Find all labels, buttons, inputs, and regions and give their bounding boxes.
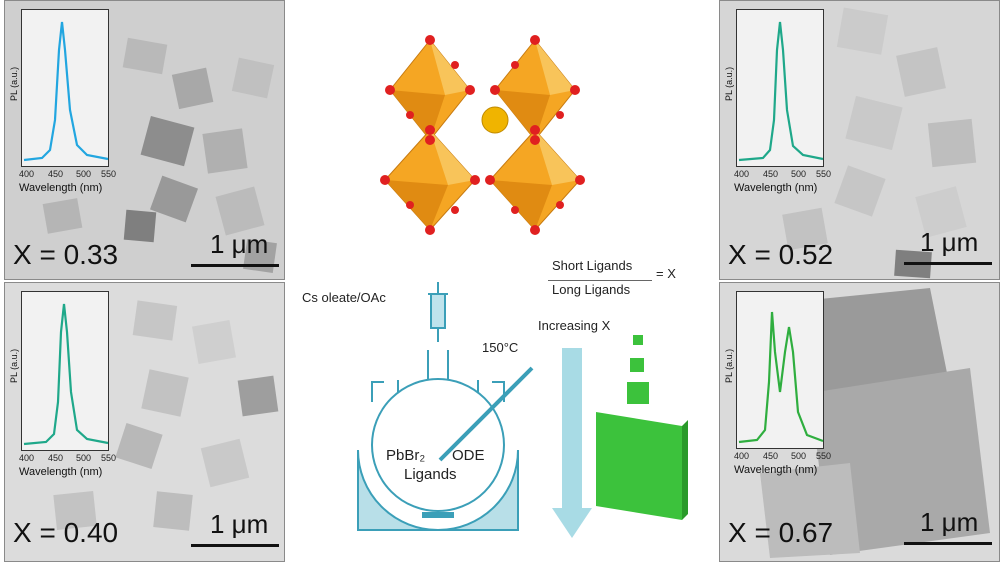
increasing-x-arrow — [552, 348, 592, 538]
pl-spectrum-inset — [736, 9, 824, 167]
scale-bar — [904, 542, 992, 545]
tick-label: 450 — [48, 453, 64, 463]
wavelength-axis-label: Wavelength (nm) — [19, 466, 103, 478]
round-bottom-flask — [371, 350, 505, 512]
syringe-icon — [428, 282, 448, 342]
tem-panel-top-right: PL (a.u.) 400 450 500 550 Wavelength (nm… — [719, 0, 1000, 280]
flask-contents-ode: ODE — [452, 447, 485, 464]
x-ratio-label: X = 0.40 — [13, 517, 119, 548]
tem-image-background — [720, 283, 999, 561]
scale-bar — [191, 264, 279, 267]
temperature-label: 150°C — [482, 340, 519, 355]
pl-spectrum-plot — [23, 303, 109, 446]
thermometer-icon — [438, 366, 534, 462]
nanosheet-sequence — [596, 335, 688, 520]
flask-contents-pbbr2: PbBr₂ — [386, 447, 426, 464]
x-ratio-label: X = 0.52 — [728, 239, 834, 270]
tem-panel-top-left: PL (a.u.) 400 450 500 550 Wavelength (nm… — [4, 0, 285, 280]
tick-label: 450 — [763, 169, 779, 179]
synthesis-scheme — [357, 280, 688, 538]
precursor-label: Cs oleate/OAc — [302, 290, 386, 305]
ratio-denominator: Long Ligands — [552, 282, 631, 297]
ratio-result: = X — [656, 266, 676, 281]
pl-axis-label: PL (a.u.) — [724, 66, 734, 101]
tick-label: 500 — [76, 453, 92, 463]
tick-label: 450 — [48, 169, 64, 179]
pl-spectrum-plot — [738, 311, 824, 444]
tick-label: 500 — [76, 169, 92, 179]
wavelength-axis-label: Wavelength (nm) — [19, 182, 103, 194]
pl-spectrum-inset — [21, 9, 109, 167]
x-ratio-label: X = 0.33 — [13, 239, 119, 270]
scale-bar-label: 1 μm — [920, 507, 979, 537]
scale-bar-label: 1 μm — [210, 509, 269, 539]
tick-label: 550 — [816, 169, 832, 179]
tick-label: 550 — [816, 451, 832, 461]
heating-bath — [357, 449, 519, 531]
tick-label: 400 — [734, 169, 750, 179]
ratio-numerator: Short Ligands — [552, 258, 633, 273]
tick-label: 550 — [101, 453, 117, 463]
increasing-x-label: Increasing X — [538, 318, 611, 333]
x-ratio-label: X = 0.67 — [728, 517, 834, 548]
tick-label: 400 — [19, 453, 35, 463]
scale-bar-label: 1 μm — [920, 227, 979, 257]
flask-contents-ligands: Ligands — [404, 466, 457, 483]
pl-axis-label: PL (a.u.) — [724, 348, 734, 383]
tick-label: 400 — [19, 169, 35, 179]
pl-axis-label: PL (a.u.) — [9, 348, 19, 383]
pl-spectrum-inset — [736, 291, 824, 449]
tem-panel-bottom-right: PL (a.u.) 400 450 500 550 Wavelength (nm… — [719, 282, 1000, 562]
tem-panel-bottom-left: PL (a.u.) 400 450 500 550 Wavelength (nm… — [4, 282, 285, 562]
wavelength-axis-label: Wavelength (nm) — [734, 464, 818, 476]
wavelength-axis-label: Wavelength (nm) — [734, 182, 818, 194]
tick-label: 500 — [791, 451, 807, 461]
scale-bar — [191, 544, 279, 547]
pl-spectrum-plot — [738, 21, 824, 162]
scale-bar — [904, 262, 992, 265]
halide-atoms — [380, 35, 585, 235]
scale-bar-label: 1 μm — [210, 229, 269, 259]
tick-label: 500 — [791, 169, 807, 179]
perovskite-structure-diagram — [380, 35, 585, 235]
pl-spectrum-inset — [21, 291, 109, 451]
central-cation — [481, 106, 509, 134]
pl-axis-label: PL (a.u.) — [9, 66, 19, 101]
tick-label: 450 — [763, 451, 779, 461]
tick-label: 550 — [101, 169, 117, 179]
pl-spectrum-plot — [23, 21, 109, 162]
stir-plate — [422, 512, 454, 518]
tick-label: 400 — [734, 451, 750, 461]
